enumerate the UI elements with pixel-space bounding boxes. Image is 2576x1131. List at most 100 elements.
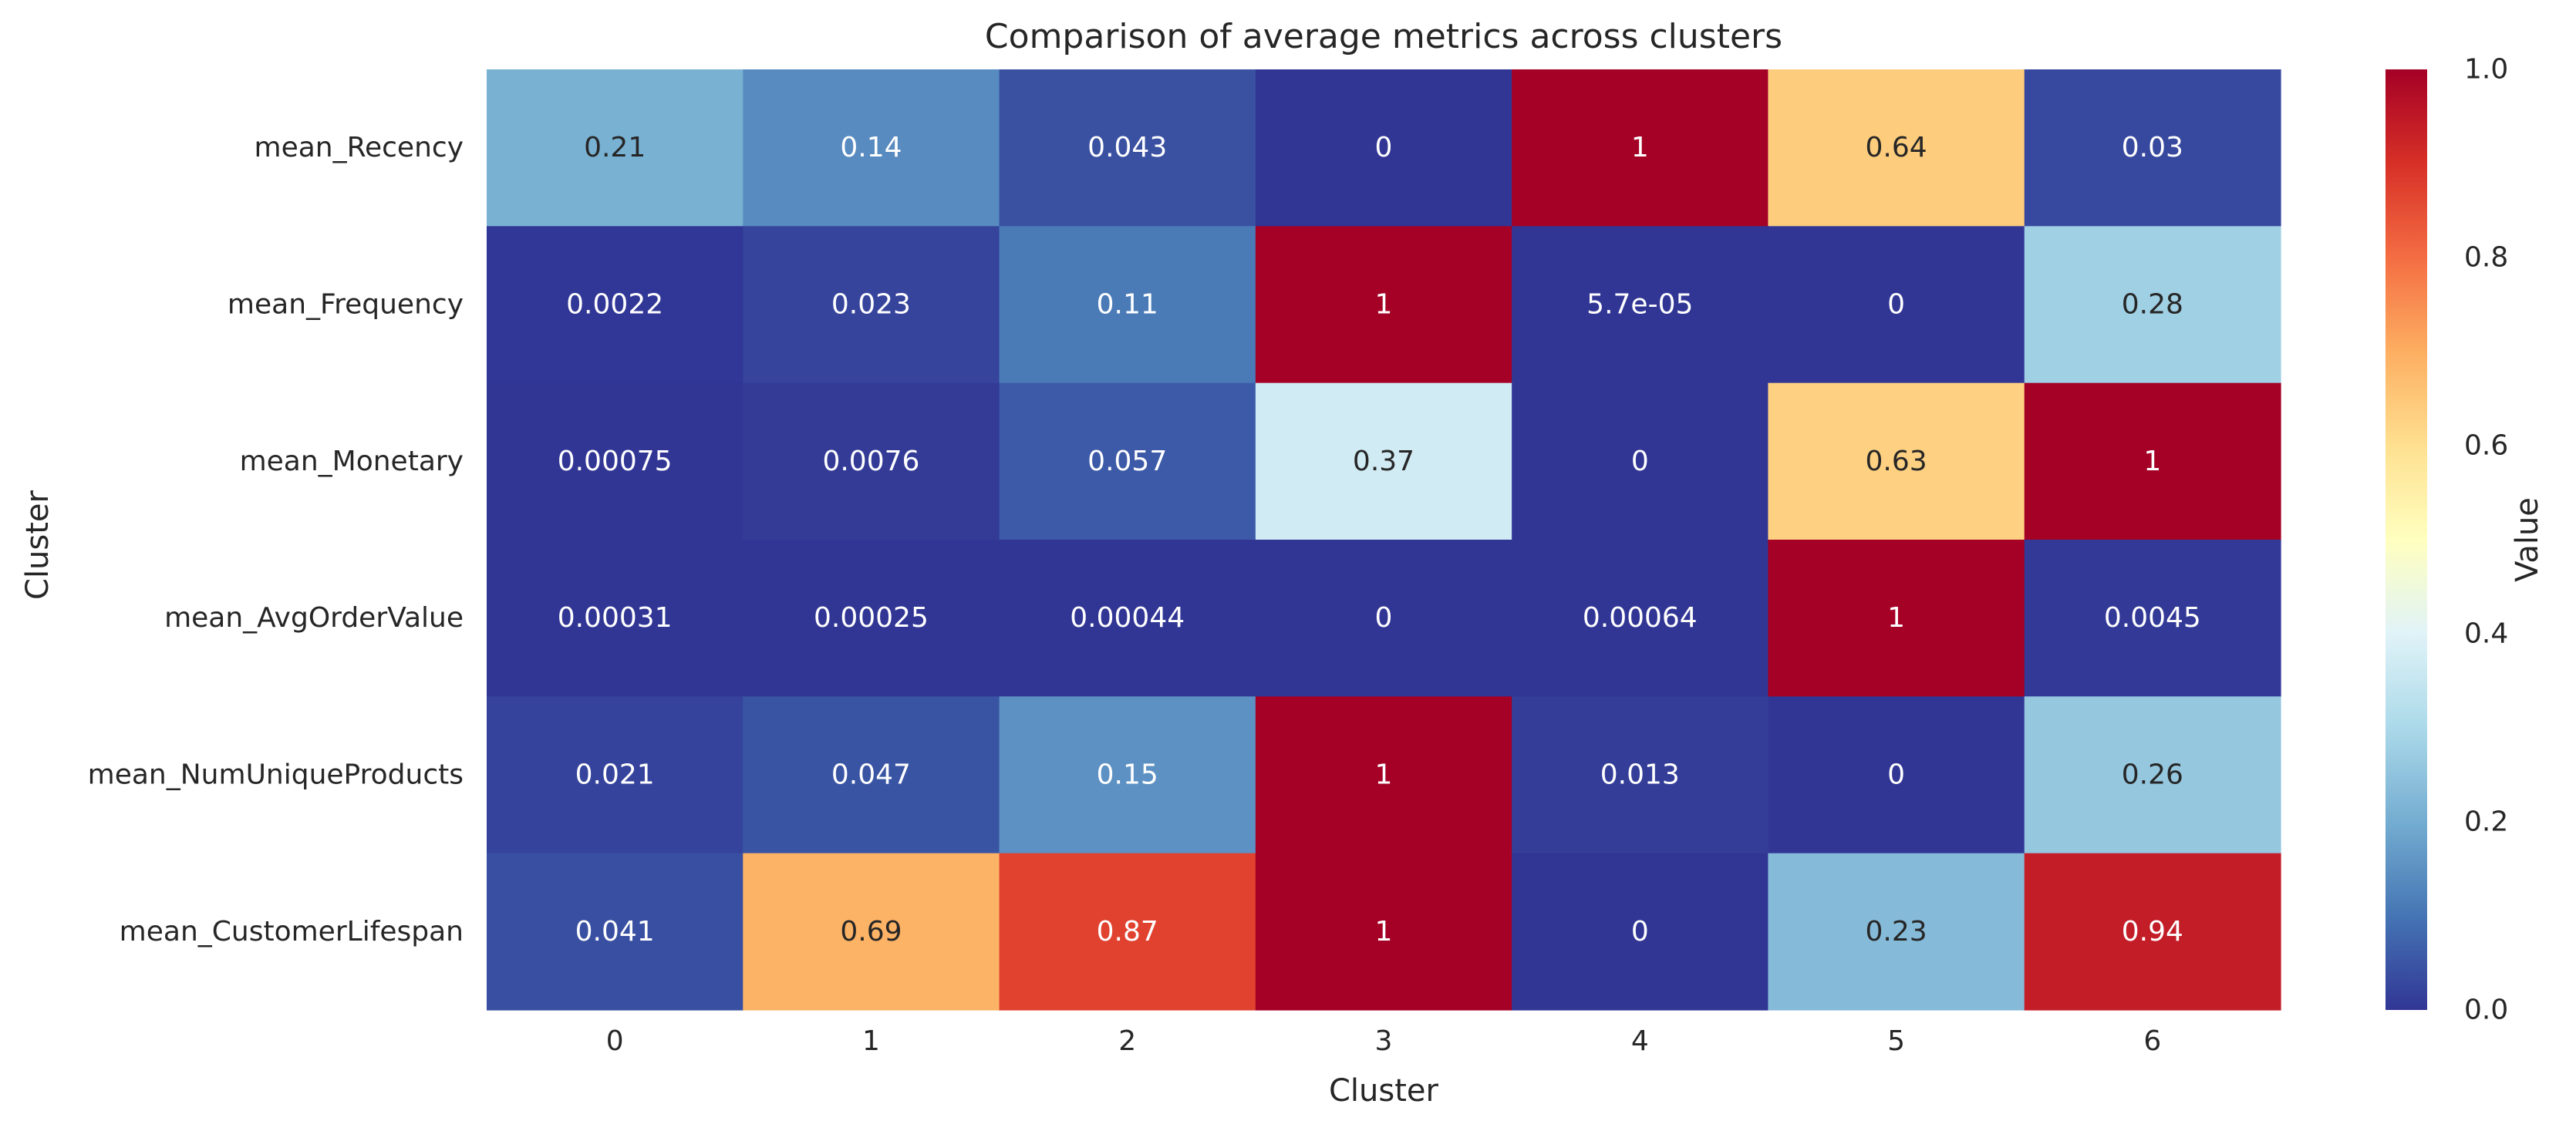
cell-value-label: 0.26 <box>2122 759 2183 791</box>
colorbar-tick-label: 0.2 <box>2464 806 2508 838</box>
cell-value-label: 0.00025 <box>814 602 929 634</box>
heatmap-cell <box>743 696 1000 854</box>
cell-value-label: 0 <box>1631 916 1649 948</box>
colorbar-tick-label: 0.6 <box>2464 430 2508 462</box>
cell-value-label: 0.0076 <box>822 446 919 477</box>
y-tick-label: mean_Frequency <box>228 289 464 321</box>
y-tick-label: mean_Recency <box>255 132 464 163</box>
y-axis-label: Cluster <box>20 490 56 600</box>
cell-value-label: 0.021 <box>575 759 655 791</box>
x-tick-label: 6 <box>2143 1025 2161 1057</box>
cell-value-label: 0.00075 <box>558 446 673 477</box>
heatmap-cell <box>487 696 743 854</box>
heatmap-cell <box>999 696 1256 854</box>
heatmap-cell <box>1512 226 1769 384</box>
cell-value-label: 0.63 <box>1865 446 1927 477</box>
cell-value-label: 0 <box>1631 446 1649 477</box>
heatmap-cell <box>487 853 743 1011</box>
cell-value-label: 1 <box>1375 289 1393 321</box>
heatmap-cell <box>1512 69 1769 227</box>
cell-value-label: 0.21 <box>584 132 646 163</box>
x-tick-label: 3 <box>1375 1025 1393 1057</box>
heatmap-cell <box>743 382 1000 540</box>
cell-value-label: 0.013 <box>1600 759 1680 791</box>
x-tick-label: 2 <box>1118 1025 1136 1057</box>
colorbar-ticks: 0.0 0.2 0.4 0.6 0.8 1.0 <box>2464 54 2508 1026</box>
cell-value-label: 0.057 <box>1087 446 1167 477</box>
cell-value-label: 0.11 <box>1097 289 1158 321</box>
colorbar-gradient <box>2385 69 2427 1010</box>
cell-value-label: 0.00064 <box>1583 602 1698 634</box>
colorbar-tick-label: 0.4 <box>2464 618 2508 650</box>
x-tick-label: 1 <box>862 1025 880 1057</box>
heatmap-cell <box>1768 853 2025 1011</box>
heatmap-cell <box>1255 382 1512 540</box>
y-tick-label: mean_CustomerLifespan <box>120 916 464 948</box>
heatmap-cell <box>2024 696 2281 854</box>
y-tick-label: mean_NumUniqueProducts <box>88 759 464 791</box>
heatmap-cell <box>999 226 1256 384</box>
heatmap-cell <box>2024 226 2281 384</box>
cell-value-label: 0.28 <box>2122 289 2183 321</box>
heatmap-cell <box>1255 696 1512 854</box>
colorbar-tick-label: 0.0 <box>2464 995 2508 1026</box>
heatmap-cell <box>487 69 743 227</box>
heatmap-cell <box>1768 226 2025 384</box>
cell-value-label: 0.69 <box>840 916 902 948</box>
cell-value-label: 1 <box>2143 446 2161 477</box>
cell-value-label: 0.0045 <box>2104 602 2201 634</box>
cell-value-label: 0.043 <box>1087 132 1167 163</box>
cell-value-label: 1 <box>1375 759 1393 791</box>
heatmap-cell <box>999 853 1256 1011</box>
heatmap-cell <box>1512 382 1769 540</box>
cell-value-label: 0 <box>1887 759 1905 791</box>
y-tick-labels: mean_Recency mean_Frequency mean_Monetarym… <box>88 132 464 948</box>
heatmap-cell <box>1768 696 2025 854</box>
heatmap-cell <box>1768 540 2025 697</box>
heatmap-cell <box>487 540 743 697</box>
heatmap-cell <box>999 69 1256 227</box>
heatmap-cell <box>999 382 1256 540</box>
cell-value-label: 0.23 <box>1865 916 1927 948</box>
heatmap-cell <box>2024 69 2281 227</box>
x-tick-labels: 0 1 2 3 4 5 6 <box>606 1025 2162 1057</box>
cell-value-label: 0.94 <box>2122 916 2183 948</box>
heatmap-cell <box>1512 540 1769 697</box>
cell-value-label: 0.15 <box>1097 759 1158 791</box>
cell-value-label: 1 <box>1887 602 1905 634</box>
cell-value-label: 0.00031 <box>558 602 673 634</box>
heatmap-cell <box>743 853 1000 1011</box>
cell-value-label: 0.87 <box>1097 916 1158 948</box>
colorbar-tick-label: 0.8 <box>2464 242 2508 274</box>
colorbar-label: Value <box>2510 497 2545 582</box>
heatmap-cell <box>2024 382 2281 540</box>
x-tick-label: 0 <box>606 1025 624 1057</box>
heatmap-cell <box>2024 853 2281 1011</box>
cell-value-label: 0.64 <box>1865 132 1927 163</box>
x-tick-label: 4 <box>1631 1025 1649 1057</box>
y-tick-label: mean_Monetary <box>240 446 464 477</box>
cell-value-label: 0.37 <box>1353 446 1414 477</box>
y-tick-label: mean_AvgOrderValue <box>164 602 464 634</box>
heatmap-cell <box>487 382 743 540</box>
heatmap-cell <box>1255 853 1512 1011</box>
cell-value-label: 0 <box>1887 289 1905 321</box>
cell-value-label: 1 <box>1631 132 1649 163</box>
heatmap-cell <box>1512 853 1769 1011</box>
heatmap-cell <box>1768 382 2025 540</box>
heatmap-cell <box>1255 540 1512 697</box>
heatmap-cell <box>1768 69 2025 227</box>
chart-title: Comparison of average metrics across clu… <box>985 17 1782 56</box>
cell-value-label: 1 <box>1375 916 1393 948</box>
heatmap-cell <box>2024 540 2281 697</box>
heatmap-cell <box>1255 69 1512 227</box>
cell-value-label: 0 <box>1375 132 1393 163</box>
x-axis-label: Cluster <box>1329 1073 1439 1109</box>
cell-value-label: 5.7e-05 <box>1586 289 1693 321</box>
heatmap-cell <box>743 226 1000 384</box>
colorbar-tick-label: 1.0 <box>2464 54 2508 86</box>
heatmap-cell <box>487 226 743 384</box>
cell-value-label: 0 <box>1375 602 1393 634</box>
heatmap-cell <box>999 540 1256 697</box>
